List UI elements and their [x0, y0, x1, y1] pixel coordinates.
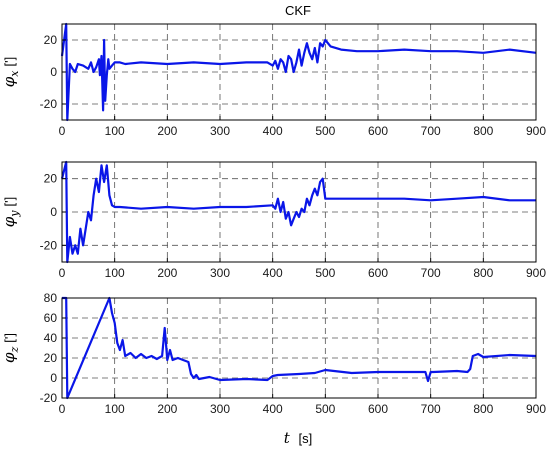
x-tick-label-2-7: 700 [421, 266, 441, 280]
y-axis-label-3: φz ['] [0, 333, 21, 363]
y-tick-label-3-1: 0 [50, 371, 57, 385]
y-tick-label-3-0: -20 [40, 391, 58, 405]
y-axis-label-1: φx ['] [0, 57, 21, 87]
x-tick-label-2-5: 500 [315, 266, 335, 280]
y-axis-label-unit-3: ['] [2, 333, 17, 343]
chart-title: CKF [285, 3, 311, 18]
x-tick-label-3-7: 700 [421, 402, 441, 416]
x-tick-label-2-4: 400 [263, 266, 283, 280]
y-axis-label-subscript-2: y [8, 210, 21, 218]
x-tick-label-1-1: 100 [105, 124, 125, 138]
x-tick-label-1-4: 400 [263, 124, 283, 138]
x-tick-label-2-9: 900 [526, 266, 546, 280]
x-axis-label: t [s] [284, 429, 313, 447]
x-tick-label-2-2: 200 [157, 266, 177, 280]
x-tick-label-3-8: 800 [473, 402, 493, 416]
series-line-2-0 [60, 160, 536, 264]
x-tick-label-2-0: 0 [59, 266, 66, 280]
x-tick-label-2-6: 600 [368, 266, 388, 280]
y-axis-label-symbol-3: φ [0, 352, 18, 363]
y-tick-label-2-2: 20 [44, 172, 58, 186]
x-axis-label-symbol: t [284, 429, 291, 447]
y-axis-label-symbol-1: φ [0, 76, 18, 87]
x-tick-label-3-6: 600 [368, 402, 388, 416]
x-tick-label-1-5: 500 [315, 124, 335, 138]
y-tick-label-3-3: 40 [44, 331, 58, 345]
x-tick-label-3-4: 400 [263, 402, 283, 416]
x-axis-label-unit: [s] [299, 431, 313, 446]
panel-3: 0 100 200 300 400 500 600 700 800 900-20020406080… [0, 291, 546, 416]
x-tick-label-3-0: 0 [59, 402, 66, 416]
x-tick-label-3-3: 300 [210, 402, 230, 416]
y-tick-label-1-1: 0 [50, 65, 57, 79]
y-tick-label-1-2: 20 [44, 33, 58, 47]
y-axis-label-unit-1: ['] [2, 57, 17, 67]
series-line-3-0 [62, 296, 537, 400]
x-tick-label-1-7: 700 [421, 124, 441, 138]
x-tick-label-1-6: 600 [368, 124, 388, 138]
x-tick-label-2-1: 100 [105, 266, 125, 280]
y-axis-label-unit-2: ['] [2, 197, 17, 207]
x-tick-label-3-5: 500 [315, 402, 335, 416]
x-tick-label-2-8: 800 [473, 266, 493, 280]
y-tick-label-3-4: 60 [44, 311, 58, 325]
y-tick-label-3-2: 20 [44, 351, 58, 365]
x-tick-label-1-3: 300 [210, 124, 230, 138]
y-tick-label-3-5: 80 [44, 291, 58, 305]
x-tick-label-1-2: 200 [157, 124, 177, 138]
y-axis-label-subscript-3: z [8, 347, 21, 354]
x-tick-label-1-8: 800 [473, 124, 493, 138]
series-line-1-0 [60, 22, 537, 122]
x-tick-label-1-0: 0 [59, 124, 66, 138]
y-tick-label-2-1: 0 [50, 205, 57, 219]
y-axis-label-subscript-1: x [8, 70, 21, 77]
x-tick-label-2-3: 300 [210, 266, 230, 280]
y-tick-label-2-0: -20 [40, 238, 58, 252]
x-tick-label-1-9: 900 [526, 124, 546, 138]
axes-frame-3 [61, 297, 537, 399]
y-axis-label-2: φy ['] [0, 197, 21, 227]
x-tick-label-3-9: 900 [526, 402, 546, 416]
y-tick-label-1-0: -20 [40, 97, 58, 111]
x-tick-label-3-2: 200 [157, 402, 177, 416]
y-axis-label-symbol-2: φ [0, 216, 18, 227]
x-tick-label-3-1: 100 [105, 402, 125, 416]
